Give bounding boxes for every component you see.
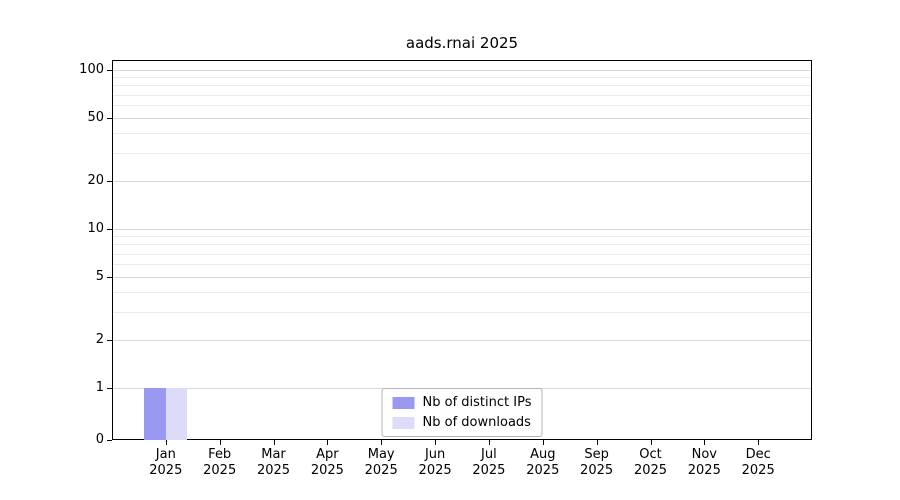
gridline-minor xyxy=(113,236,811,238)
x-tick-mark xyxy=(327,440,329,445)
x-tick-label: Apr 2025 xyxy=(310,447,344,478)
x-tick-mark xyxy=(165,440,167,445)
y-tick-mark xyxy=(107,70,112,71)
x-tick-mark xyxy=(435,440,437,445)
y-tick-mark xyxy=(107,117,112,119)
legend-item-distinct-ips: Nb of distinct IPs xyxy=(392,395,532,410)
x-tick-mark xyxy=(488,440,490,445)
x-tick-label: Oct 2025 xyxy=(633,447,668,478)
legend-item-downloads: Nb of downloads xyxy=(392,415,532,430)
gridline-minor xyxy=(113,292,811,294)
gridline-minor xyxy=(113,77,811,79)
x-tick-mark xyxy=(596,440,598,445)
legend-label-downloads: Nb of downloads xyxy=(422,415,531,430)
y-tick-label: 5 xyxy=(95,268,104,284)
x-tick-label: Nov 2025 xyxy=(687,447,721,478)
y-tick-label: 0 xyxy=(95,432,104,447)
legend: Nb of distinct IPs Nb of downloads xyxy=(381,388,543,437)
gridline-major xyxy=(113,276,811,278)
y-tick-mark xyxy=(107,276,112,278)
gridline-major xyxy=(113,117,811,119)
x-tick-label: Aug 2025 xyxy=(526,447,560,478)
y-tick-mark xyxy=(107,181,112,183)
x-tick-mark xyxy=(273,440,275,445)
y-tick-label: 1 xyxy=(95,380,104,395)
bar-distinct-ips xyxy=(144,388,166,440)
y-tick-label: 50 xyxy=(87,109,104,125)
y-tick-mark xyxy=(107,440,112,441)
x-tick-label: Feb 2025 xyxy=(203,447,237,478)
x-tick-label: Jul 2025 xyxy=(472,447,506,478)
legend-swatch-downloads xyxy=(392,416,415,429)
gridline-minor xyxy=(113,253,811,255)
x-tick-label: Jun 2025 xyxy=(418,447,452,478)
gridline-major xyxy=(113,70,811,71)
y-tick-label: 2 xyxy=(95,332,104,348)
plot-area xyxy=(112,60,812,440)
y-tick-mark xyxy=(107,229,112,230)
x-tick-mark xyxy=(704,440,706,445)
y-tick-label: 10 xyxy=(87,221,104,236)
x-tick-label: May 2025 xyxy=(364,447,398,478)
gridline-minor xyxy=(113,244,811,246)
gridline-minor xyxy=(113,153,811,155)
gridline-minor xyxy=(113,105,811,107)
x-tick-label: Sep 2025 xyxy=(580,447,614,478)
legend-swatch-distinct-ips xyxy=(392,396,415,409)
gridline-minor xyxy=(113,133,811,135)
gridline-major xyxy=(113,229,811,230)
gridline-minor xyxy=(113,312,811,314)
x-tick-label: Dec 2025 xyxy=(741,447,775,478)
y-tick-label: 20 xyxy=(87,173,104,189)
y-tick-label: 100 xyxy=(79,62,104,77)
y-tick-mark xyxy=(107,388,112,389)
gridline-minor xyxy=(113,85,811,87)
chart-title: aads.rnai 2025 xyxy=(405,34,519,52)
x-tick-mark xyxy=(650,440,652,445)
gridline-major xyxy=(113,181,811,183)
x-tick-mark xyxy=(542,440,544,445)
y-tick-mark xyxy=(107,340,112,342)
gridline-major xyxy=(113,340,811,342)
x-tick-mark xyxy=(219,440,221,445)
x-tick-label: Mar 2025 xyxy=(256,447,291,478)
legend-label-distinct-ips: Nb of distinct IPs xyxy=(422,395,532,410)
x-tick-mark xyxy=(758,440,760,445)
gridline-minor xyxy=(113,94,811,96)
x-tick-label: Jan 2025 xyxy=(149,447,183,478)
bar-downloads xyxy=(165,388,188,440)
x-tick-mark xyxy=(381,440,383,445)
gridline-minor xyxy=(113,264,811,266)
